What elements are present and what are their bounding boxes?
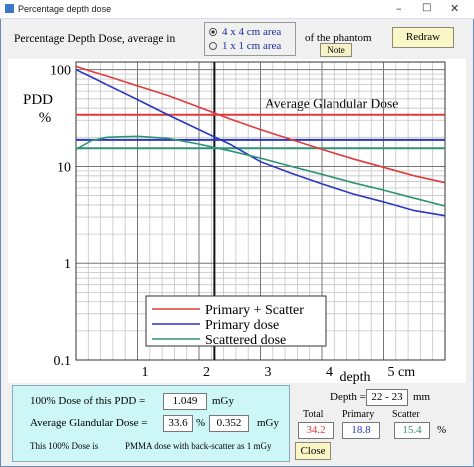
- title-bar: Percentage depth dose – □ ✕: [0, 0, 474, 19]
- header-suffix: of the phantom: [305, 32, 372, 44]
- x-tick-label: 1: [142, 365, 149, 380]
- dose-panel: 100% Dose of this PDD = 1.049 mGy Averag…: [12, 385, 290, 462]
- total-value: 34.2: [298, 422, 334, 439]
- y-axis-unit: %: [39, 110, 52, 126]
- area-option-label: 1 x 1 cm area: [222, 40, 282, 52]
- depth-label: Depth =: [330, 391, 366, 403]
- legend-label: Scattered dose: [205, 333, 286, 348]
- x-tick-label: 2: [203, 365, 210, 380]
- y-tick-label: 0.1: [54, 354, 72, 369]
- y-tick-label: 1: [64, 257, 71, 272]
- depth-unit: mm: [413, 391, 431, 403]
- readout-header: Primary: [342, 409, 375, 420]
- agd-percent-field[interactable]: 33.6: [163, 415, 193, 432]
- y-axis-label: PDD: [23, 92, 53, 108]
- agd-unit: mGy: [257, 417, 279, 429]
- x-tick-label: 3: [265, 365, 272, 380]
- x-axis-label: depth: [339, 370, 370, 385]
- series-line: [75, 65, 446, 184]
- legend-label: Primary + Scatter: [205, 303, 304, 318]
- agd-field[interactable]: 0.352: [209, 415, 249, 432]
- agd-label: Average Glandular Dose =: [30, 417, 148, 429]
- x-tick-label: 4: [326, 365, 333, 380]
- dose-field[interactable]: 1.049: [163, 393, 207, 410]
- readout-header: Scatter: [392, 409, 420, 420]
- legend-box: [145, 295, 327, 347]
- readout-header: Total: [303, 409, 324, 420]
- grid: [76, 62, 445, 361]
- area-group: 4 x 4 cm area 1 x 1 cm area: [204, 22, 296, 56]
- app-icon: [5, 4, 14, 13]
- note-prefix: This 100% Dose is: [30, 441, 99, 451]
- close-button[interactable]: Close: [295, 442, 331, 460]
- primary-value: 18.8: [342, 422, 380, 439]
- area-option[interactable]: 1 x 1 cm area: [209, 40, 281, 52]
- series-line: [75, 68, 446, 217]
- area-option[interactable]: 4 x 4 cm area: [209, 26, 281, 38]
- maximize-button[interactable]: □: [422, 2, 432, 13]
- y-tick-label: 100: [50, 64, 71, 79]
- dose-label: 100% Dose of this PDD =: [30, 395, 146, 407]
- annotation: Average Glandular Dose: [265, 96, 398, 111]
- legend-label: Primary dose: [205, 318, 279, 333]
- window-title: Percentage depth dose: [18, 4, 112, 14]
- depth-field[interactable]: 22 - 23: [366, 389, 408, 406]
- note-button[interactable]: Note: [320, 43, 352, 57]
- minimize-button[interactable]: –: [396, 2, 402, 15]
- note-text: PMMA dose with back-scatter as 1 mGy: [125, 441, 272, 451]
- header-label: Percentage Depth Dose, average in: [14, 33, 176, 45]
- agd-percent-unit: %: [196, 417, 206, 429]
- plot-border: [75, 61, 446, 361]
- x-tick-label: 5 cm: [388, 365, 416, 380]
- y-tick-label: 10: [57, 160, 71, 175]
- readout-unit: %: [437, 424, 447, 436]
- series-line: [75, 135, 446, 207]
- redraw-button[interactable]: Redraw: [392, 27, 454, 48]
- scatter-value: 15.4: [394, 422, 430, 439]
- dose-unit: mGy: [212, 395, 234, 407]
- close-window-button[interactable]: ✕: [450, 2, 460, 15]
- area-option-label: 4 x 4 cm area: [222, 26, 282, 38]
